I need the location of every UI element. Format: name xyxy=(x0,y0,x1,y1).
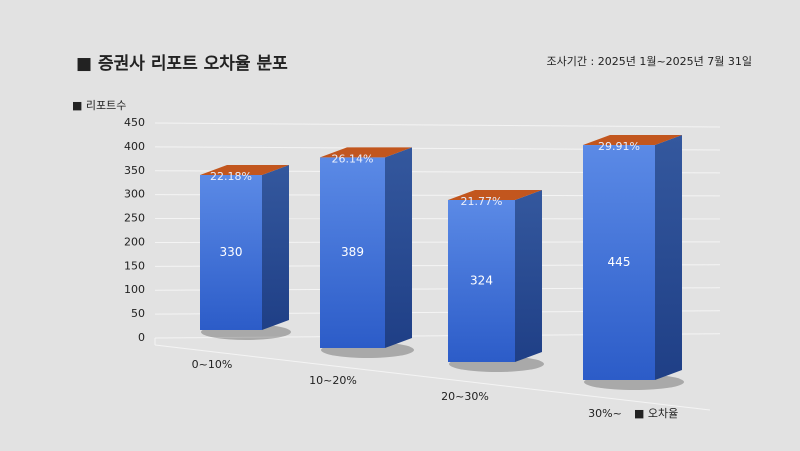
x-tick-label: 10~20% xyxy=(309,374,357,387)
bar-top xyxy=(200,165,289,175)
x-tick-label: 20~30% xyxy=(441,390,489,403)
value-label: 445 xyxy=(608,255,631,269)
y-tick-label: 400 xyxy=(124,140,145,153)
y-tick-label: 300 xyxy=(124,188,145,201)
bar-top xyxy=(448,190,542,200)
x-axis-label: ■ 오차율 xyxy=(634,407,678,420)
bar xyxy=(448,200,515,362)
x-tick-label: 0~10% xyxy=(192,358,233,371)
y-axis-label: ■ 리포트수 xyxy=(72,99,126,112)
x-tick-label: 30%~ xyxy=(588,407,622,420)
y-tick-label: 350 xyxy=(124,164,145,177)
bar xyxy=(200,175,262,330)
value-label: 389 xyxy=(341,245,364,259)
bar-side xyxy=(515,190,542,362)
y-tick-label: 200 xyxy=(124,235,145,248)
y-tick-label: 150 xyxy=(124,259,145,272)
chart-subtitle: 조사기간 : 2025년 1월~2025년 7월 31일 xyxy=(547,54,752,68)
share-label: 22.18% xyxy=(210,170,252,183)
value-label: 330 xyxy=(220,245,243,259)
y-tick-label: 250 xyxy=(124,212,145,225)
y-tick-label: 100 xyxy=(124,283,145,296)
y-tick-label: 450 xyxy=(124,116,145,129)
bar-top xyxy=(320,147,412,158)
bar xyxy=(583,145,655,380)
value-label: 324 xyxy=(470,274,493,288)
y-tick-label: 50 xyxy=(131,307,145,320)
floor-edge xyxy=(154,344,711,411)
y-tick-label: 0 xyxy=(138,331,145,344)
share-label: 26.14% xyxy=(332,152,374,165)
grid-line xyxy=(154,122,721,128)
bar-side xyxy=(655,135,682,380)
share-label: 29.91% xyxy=(598,140,640,153)
bar-side xyxy=(262,165,289,330)
bar-side xyxy=(385,147,412,348)
bar xyxy=(320,157,385,348)
chart-title: ■ 증권사 리포트 오차율 분포 xyxy=(76,54,288,74)
bar-top xyxy=(583,135,682,146)
share-label: 21.77% xyxy=(461,195,503,208)
